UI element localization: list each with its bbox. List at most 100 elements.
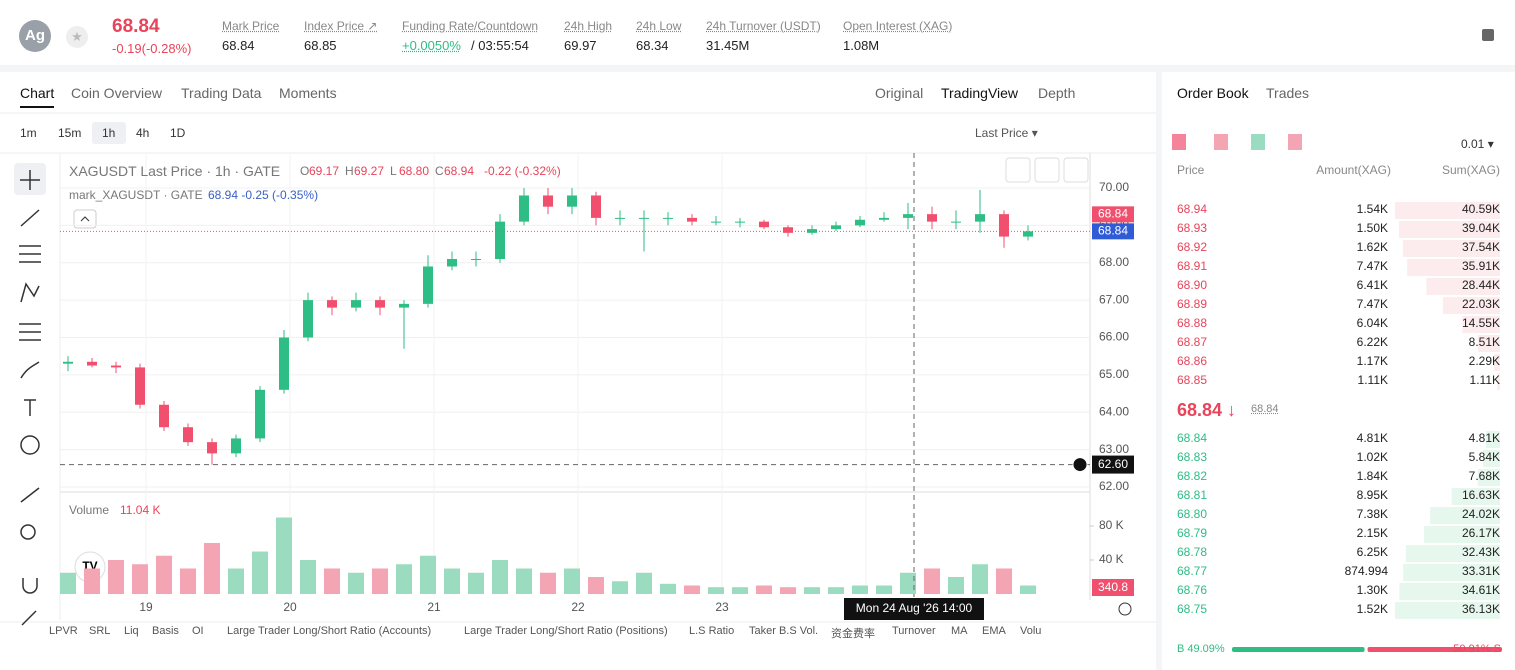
depth-bar: [1443, 297, 1500, 314]
depth-bar: [1486, 431, 1500, 448]
tab[interactable]: Moments: [279, 85, 337, 101]
view-tab[interactable]: Depth: [1038, 85, 1076, 101]
candle-body: [399, 303, 409, 308]
ob-mark: 68.84: [1251, 403, 1279, 415]
ohlc-value: 68.94: [444, 164, 475, 178]
ob-amount: 6.41K: [1357, 278, 1388, 292]
y-tick-label: 68.00: [1099, 255, 1129, 269]
ob-precision[interactable]: 0.01 ▾: [1461, 137, 1494, 151]
ob-price: 68.80: [1177, 507, 1207, 521]
indicator-toggle[interactable]: OI: [192, 625, 204, 637]
stat-label: Funding Rate/Countdown: [402, 19, 539, 33]
ob-sum: 5.84K: [1469, 450, 1500, 464]
ob-sum: 1.11K: [1470, 373, 1500, 387]
icon[interactable]: [1482, 29, 1494, 41]
depth-bar: [1477, 335, 1500, 352]
indicator-toggle[interactable]: SRL: [89, 625, 111, 637]
depth-bar: [1405, 545, 1500, 562]
interval[interactable]: 15m: [58, 126, 82, 140]
indicator-toggle[interactable]: 资金费率: [831, 628, 875, 640]
view-tab[interactable]: TradingView: [941, 85, 1019, 101]
ob-price: 68.88: [1177, 316, 1207, 330]
tab[interactable]: Chart: [20, 85, 55, 108]
volume-bar: [876, 585, 892, 594]
stat-label: Index Price ↗: [304, 19, 378, 33]
ob-sum: 35.91K: [1462, 259, 1500, 273]
ob-sum: 28.44K: [1462, 278, 1500, 292]
candle-body: [711, 221, 721, 223]
candle-body: [87, 361, 97, 366]
crosshair-price-tag: [1092, 455, 1134, 474]
tab[interactable]: Trading Data: [181, 85, 262, 101]
view-tab[interactable]: Original: [875, 85, 924, 101]
candle-body: [207, 442, 217, 454]
stat-value: 69.97: [564, 38, 597, 53]
volume-bar: [468, 572, 484, 594]
candle-body: [351, 300, 361, 308]
ob-amount: 7.38K: [1357, 507, 1388, 521]
indicator-toggle[interactable]: Large Trader Long/Short Ratio (Accounts): [227, 625, 432, 637]
ob-amount: 7.47K: [1357, 297, 1388, 311]
interval[interactable]: 1m: [20, 126, 37, 140]
interval[interactable]: 1h: [102, 126, 116, 140]
crosshair-plus: [1072, 457, 1088, 473]
mark-price-tag: [1092, 223, 1134, 240]
volume-bar: [684, 585, 700, 594]
candle-body: [855, 219, 865, 226]
indicator-toggle[interactable]: Basis: [152, 625, 179, 637]
price-type[interactable]: Last Price ▾: [975, 126, 1038, 140]
ob-amount: 1.17K: [1357, 354, 1388, 368]
volume-bar: [732, 587, 748, 594]
indicator-toggle[interactable]: Turnover: [892, 625, 936, 637]
volume-bar: [300, 560, 316, 594]
volume-bar: [996, 568, 1012, 594]
sell-ratio: [1367, 647, 1502, 652]
stat-label: 24h High: [564, 19, 613, 33]
ob-sum: 40.59K: [1462, 202, 1500, 216]
depth-bar: [1497, 373, 1500, 390]
indicator-toggle[interactable]: Large Trader Long/Short Ratio (Positions…: [464, 625, 668, 637]
volume-bar: [1020, 585, 1036, 594]
indicator-toggle[interactable]: EMA: [982, 625, 1006, 637]
candle-body: [135, 367, 145, 405]
x-tick-label: 23: [715, 600, 729, 614]
candle-body: [831, 225, 841, 230]
indicator-toggle[interactable]: L.S Ratio: [689, 625, 735, 637]
candle-body: [543, 195, 553, 207]
volume-bar: [492, 560, 508, 594]
ob-amount: 1.30K: [1357, 583, 1388, 597]
indicator-toggle[interactable]: Liq: [124, 625, 139, 637]
ob-amount: 1.50K: [1357, 221, 1388, 235]
depth-bar: [1395, 202, 1500, 219]
ob-price: 68.79: [1177, 526, 1207, 540]
ohlc-value: 69.17: [309, 164, 340, 178]
legend-mark-values: 68.94 -0.25 (-0.35%): [208, 188, 319, 202]
indicator-toggle[interactable]: Volu: [1020, 625, 1042, 637]
ob-tab[interactable]: Trades: [1266, 85, 1310, 101]
volume-bar: [924, 568, 940, 594]
ob-amount: 1.84K: [1357, 469, 1388, 483]
mark-price-label: 68.84: [1098, 224, 1128, 238]
interval[interactable]: 1D: [170, 126, 186, 140]
favorite[interactable]: ★: [66, 26, 88, 48]
ob-price: 68.75: [1177, 602, 1207, 616]
buy-label: B 49.09%: [1177, 643, 1225, 655]
ob-amount: 4.81K: [1357, 431, 1388, 445]
y-tick-label: 70.00: [1099, 180, 1129, 194]
interval[interactable]: 4h: [136, 126, 150, 140]
volume-tag: [1092, 579, 1134, 596]
stat-value: 68.34: [636, 38, 669, 53]
ob-col: Sum(XAG): [1441, 163, 1500, 177]
volume-bar: [948, 577, 964, 594]
tab[interactable]: Coin Overview: [71, 85, 163, 101]
volume-bar: [396, 564, 412, 594]
indicator-toggle[interactable]: MA: [951, 625, 968, 637]
drawing-tools[interactable]: [19, 170, 41, 626]
last-price-label: 68.84: [1098, 207, 1128, 221]
indicator-toggle[interactable]: Taker B.S Vol.: [749, 625, 819, 637]
ob-tab[interactable]: Order Book: [1177, 85, 1249, 101]
ob-price: 68.91: [1177, 259, 1207, 273]
indicator-toggle[interactable]: LPVR: [49, 625, 78, 637]
candle-body: [519, 195, 529, 222]
